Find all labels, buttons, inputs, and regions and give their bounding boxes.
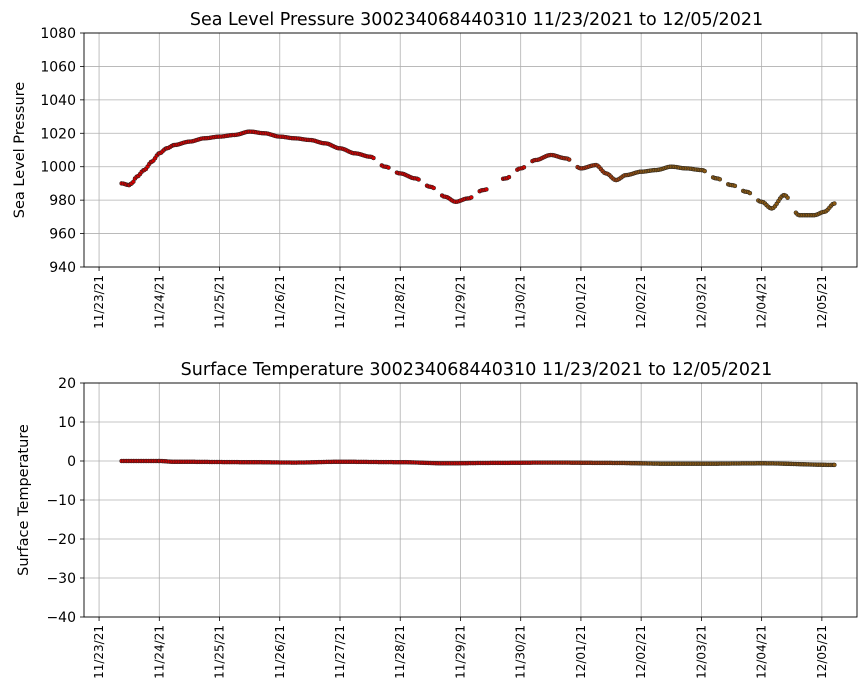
chart-panel-1: 940 960 980 1000 1020 1040 1060 1080 11/23/21 11/… <box>12 10 858 329</box>
x-tick-label: 11/25/21 <box>213 625 227 679</box>
x-tick-label: 11/29/21 <box>453 625 467 679</box>
x-tick-label: 11/24/21 <box>152 275 166 329</box>
data-point <box>566 157 572 162</box>
y-tick-label: −10 <box>46 493 76 509</box>
data-point <box>732 183 738 189</box>
data-point <box>506 174 512 180</box>
data-point <box>702 168 707 174</box>
data-point <box>469 195 474 200</box>
data-point <box>431 185 436 191</box>
data-point <box>717 177 723 182</box>
y-tick-label: 980 <box>49 193 76 209</box>
y-tick-label: 20 <box>58 376 76 392</box>
x-tick-label: 12/05/21 <box>815 625 829 679</box>
y-tick-label: 10 <box>58 415 76 431</box>
x-tick-label: 11/23/21 <box>92 275 106 329</box>
y-tick-label: −20 <box>46 532 76 548</box>
x-tick-label: 11/30/21 <box>514 275 528 329</box>
data-point <box>832 462 837 468</box>
x-tick-label: 12/05/21 <box>815 275 829 329</box>
x-tick-label: 11/27/21 <box>333 275 347 329</box>
x-tick-label: 12/02/21 <box>634 275 648 329</box>
x-tick-label: 12/03/21 <box>694 275 708 329</box>
plot-frame <box>83 32 858 268</box>
y-tick-label: 1060 <box>40 59 76 75</box>
x-tick-label: 11/24/21 <box>152 625 166 679</box>
x-tick-label: 12/04/21 <box>755 625 769 679</box>
data-point <box>832 201 837 206</box>
y-tick-label: −40 <box>46 610 76 626</box>
data-point <box>371 155 376 161</box>
x-tick-label: 11/29/21 <box>453 275 467 329</box>
data-point <box>416 177 421 182</box>
data-point <box>785 195 790 200</box>
data-series <box>119 129 837 218</box>
x-tick-label: 11/25/21 <box>213 275 227 329</box>
data-point <box>386 165 391 170</box>
chart-title: Sea Level Pressure 300234068440310 11/23… <box>190 10 763 30</box>
y-tick-label: 1000 <box>40 160 76 176</box>
data-point <box>747 190 753 196</box>
chart-panel-2: −40 −30 −20 −10 0 10 20 11/23/21 11/24/21 11/25/2… <box>16 360 858 679</box>
x-tick-label: 12/04/21 <box>755 275 769 329</box>
y-tick-label: 960 <box>49 227 76 243</box>
x-tick-label: 12/02/21 <box>634 625 648 679</box>
y-axis-label: Sea Level Pressure <box>12 82 28 218</box>
y-tick-label: 1080 <box>40 26 76 42</box>
y-tick-label: 1020 <box>40 126 76 142</box>
x-tick-label: 12/01/21 <box>574 275 588 329</box>
chart-title: Surface Temperature 300234068440310 11/2… <box>181 360 773 380</box>
y-tick-label: 1040 <box>40 93 76 109</box>
x-tick-label: 11/30/21 <box>514 625 528 679</box>
plot-frame <box>83 382 858 618</box>
y-tick-label: −30 <box>46 571 76 587</box>
y-axis-label: Surface Temperature <box>16 424 32 576</box>
y-tick-label: 940 <box>49 260 76 276</box>
x-tick-label: 11/27/21 <box>333 625 347 679</box>
x-tick-label: 12/01/21 <box>574 625 588 679</box>
x-tick-label: 11/23/21 <box>92 625 106 679</box>
x-tick-label: 11/28/21 <box>393 625 407 679</box>
x-tick-label: 11/26/21 <box>273 625 287 679</box>
x-tick-label: 11/28/21 <box>393 275 407 329</box>
y-tick-label: 0 <box>67 454 76 470</box>
x-tick-label: 11/26/21 <box>273 275 287 329</box>
data-point <box>484 187 489 192</box>
x-tick-label: 12/03/21 <box>694 625 708 679</box>
data-series <box>119 458 837 468</box>
data-point <box>521 165 527 170</box>
